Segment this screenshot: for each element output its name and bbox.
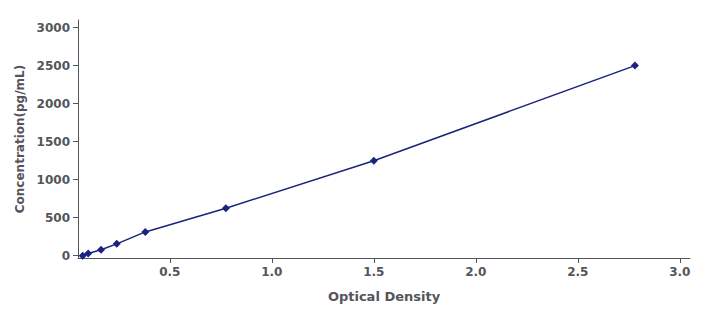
- svg-text:1.5: 1.5: [363, 265, 384, 279]
- svg-text:Concentration(pg/mL): Concentration(pg/mL): [13, 65, 27, 213]
- svg-text:2.5: 2.5: [567, 265, 588, 279]
- svg-text:2500: 2500: [37, 59, 70, 73]
- svg-text:0.5: 0.5: [159, 265, 180, 279]
- svg-text:3.0: 3.0: [669, 265, 690, 279]
- svg-text:500: 500: [45, 211, 70, 225]
- svg-text:1.0: 1.0: [261, 265, 282, 279]
- svg-text:Optical Density: Optical Density: [328, 289, 441, 304]
- svg-text:0: 0: [62, 249, 70, 263]
- svg-text:3000: 3000: [37, 21, 70, 35]
- svg-text:2000: 2000: [37, 97, 70, 111]
- svg-text:1500: 1500: [37, 135, 70, 149]
- svg-text:1000: 1000: [37, 173, 70, 187]
- svg-text:2.0: 2.0: [465, 265, 486, 279]
